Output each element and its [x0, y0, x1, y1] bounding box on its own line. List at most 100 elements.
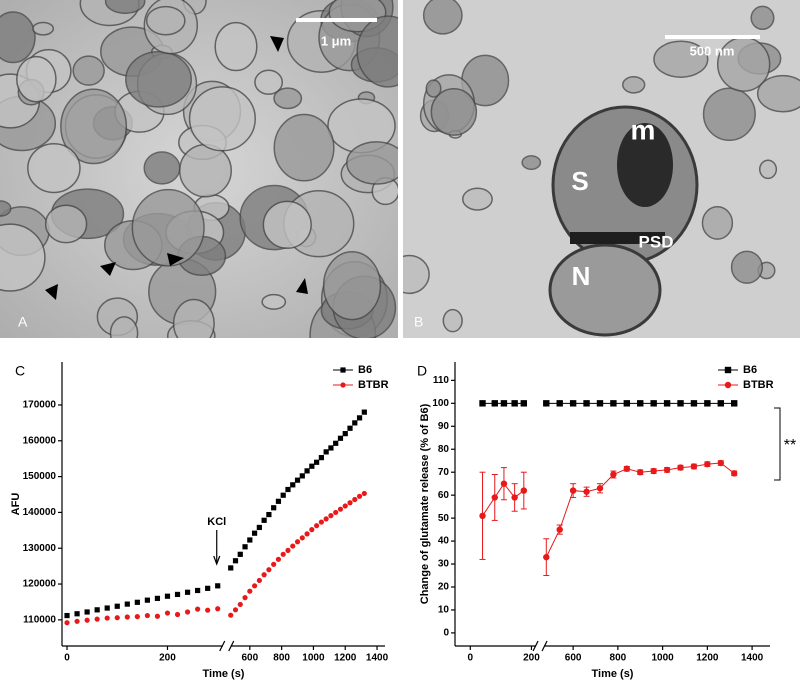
panel-label: C: [15, 363, 25, 379]
vesicle: [702, 87, 756, 142]
marker: [500, 480, 508, 487]
vesicle: [143, 151, 181, 185]
marker: [124, 614, 130, 620]
marker: [294, 539, 301, 545]
marker: [569, 487, 577, 494]
marker: [610, 471, 617, 478]
marker: [242, 544, 248, 550]
marker: [174, 611, 181, 618]
vesicle: [254, 69, 284, 95]
x-tick-label: 1000: [651, 653, 674, 664]
structure-label: N: [572, 261, 591, 291]
x-tick-label: 200: [159, 653, 176, 664]
marker: [144, 597, 150, 603]
arrowheads: [45, 36, 308, 300]
marker: [261, 572, 267, 578]
x-axis-label: Time (s): [592, 668, 634, 680]
vesicle: [403, 254, 430, 295]
marker: [543, 400, 550, 407]
marker: [556, 400, 563, 407]
marker: [314, 523, 320, 529]
marker: [195, 606, 201, 612]
vesicle: [0, 200, 12, 217]
marker: [228, 565, 234, 571]
marker: [731, 470, 738, 477]
vesicle: [44, 204, 88, 244]
vesicle: [214, 21, 258, 72]
marker: [144, 612, 150, 619]
annotation: KCl: [207, 516, 226, 528]
x-tick-label: 1200: [696, 653, 719, 664]
y-tick-label: 80: [438, 444, 450, 455]
axis-break: [532, 640, 539, 652]
marker: [717, 459, 724, 467]
panel-label: A: [18, 314, 28, 330]
legend-label: BTBR: [743, 379, 774, 391]
marker: [280, 492, 286, 498]
marker: [195, 587, 201, 594]
marker: [352, 420, 358, 426]
marker: [337, 435, 344, 441]
marker: [717, 400, 724, 407]
vesicle: [172, 298, 215, 338]
vesicle: [32, 21, 55, 36]
y-tick-label: 10: [438, 605, 450, 616]
marker: [356, 415, 363, 421]
vesicle: [27, 143, 81, 194]
marker: [650, 400, 657, 407]
vesicle: [60, 88, 128, 165]
marker: [294, 477, 301, 483]
vesicle: [72, 55, 105, 86]
micrograph-b: [403, 0, 800, 338]
x-tick-label: 600: [241, 653, 258, 664]
marker: [271, 561, 277, 567]
marker: [280, 551, 286, 557]
psd: [570, 232, 665, 244]
marker: [309, 527, 315, 533]
vesicle: [131, 188, 205, 267]
marker: [677, 464, 684, 471]
x-tick-label: 600: [565, 653, 582, 664]
marker: [361, 409, 367, 415]
marker: [215, 583, 221, 589]
marker: [361, 490, 367, 497]
marker: [583, 488, 590, 495]
y-tick-label: 140000: [23, 507, 57, 518]
marker: [511, 400, 518, 407]
micrograph-a: [0, 0, 398, 338]
marker: [596, 400, 604, 407]
marker: [237, 601, 243, 608]
vesicle: [346, 141, 398, 185]
vesicle: [430, 88, 478, 136]
marker: [184, 589, 191, 595]
annotation-bracket: [774, 407, 781, 481]
y-tick-label: 110000: [23, 614, 56, 625]
marker: [328, 445, 334, 451]
marker: [323, 449, 329, 455]
vesicle: [356, 15, 398, 88]
axis-break: [228, 640, 235, 652]
legend-label: B6: [743, 364, 757, 376]
marker: [520, 487, 528, 494]
marker: [84, 617, 90, 623]
marker: [285, 547, 291, 553]
y-tick-label: 70: [438, 467, 450, 478]
vesicle: [145, 5, 186, 36]
marker: [314, 459, 320, 465]
marker: [266, 511, 272, 518]
marker: [164, 593, 171, 599]
marker: [215, 606, 221, 612]
marker: [299, 473, 305, 479]
marker: [731, 400, 738, 407]
x-axis-label: Time (s): [203, 668, 245, 680]
vesicle: [653, 40, 709, 78]
marker: [251, 583, 258, 589]
marker: [74, 618, 80, 624]
x-tick-label: 0: [64, 653, 70, 664]
marker: [94, 607, 100, 613]
marker: [333, 440, 339, 446]
scale-bar-label: 500 nm: [690, 43, 735, 58]
marker: [290, 482, 296, 488]
marker: [237, 551, 243, 557]
